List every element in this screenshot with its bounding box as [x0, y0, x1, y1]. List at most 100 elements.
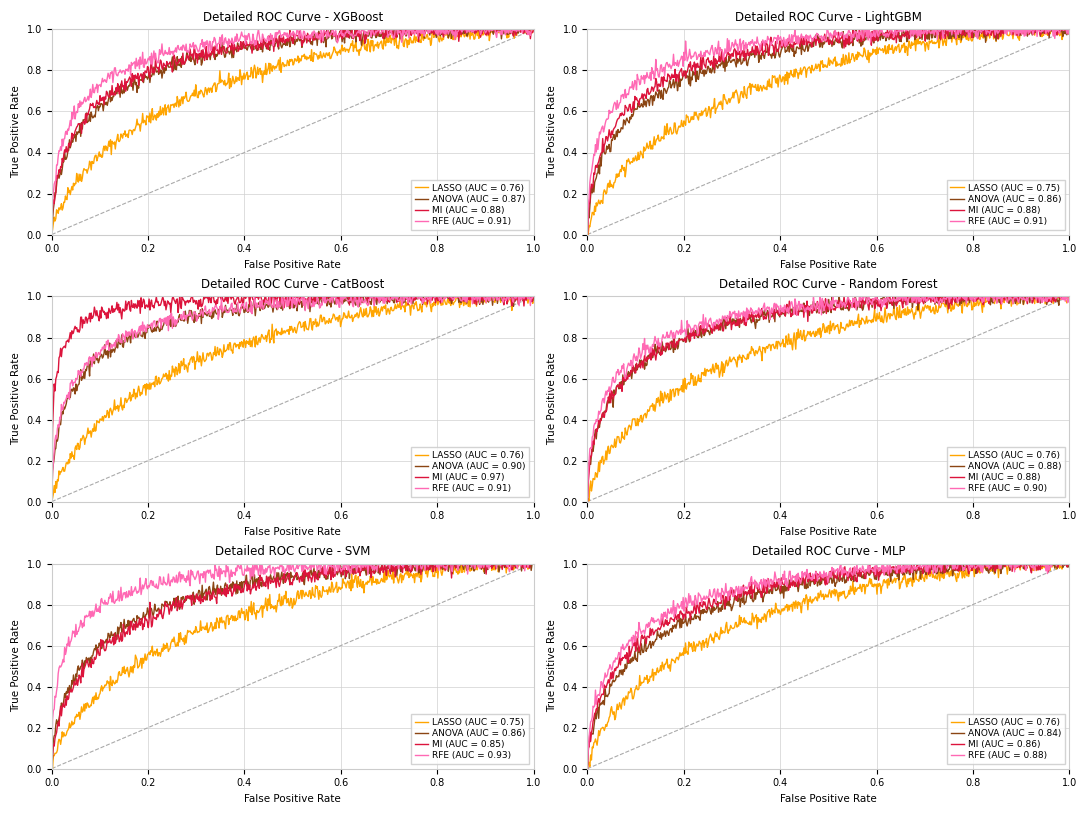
- RFE (AUC = 0.88): [877, 558, 890, 568]
- Line: MI (AUC = 0.88): MI (AUC = 0.88): [52, 29, 533, 235]
- MI (AUC = 0.85): [131, 619, 144, 629]
- ANOVA (AUC = 0.84): [944, 563, 957, 573]
- RFE (AUC = 0.91): [46, 496, 59, 506]
- ANOVA (AUC = 0.86): [944, 33, 957, 43]
- MI (AUC = 0.85): [263, 573, 276, 583]
- MI (AUC = 0.88): [799, 301, 812, 311]
- LASSO (AUC = 0.76): [865, 575, 878, 584]
- ANOVA (AUC = 0.86): [409, 566, 422, 575]
- Line: ANOVA (AUC = 0.86): ANOVA (AUC = 0.86): [52, 563, 533, 769]
- Y-axis label: True Positive Rate: True Positive Rate: [547, 619, 557, 712]
- RFE (AUC = 0.91): [527, 24, 540, 34]
- LASSO (AUC = 0.75): [408, 578, 421, 588]
- Line: MI (AUC = 0.88): MI (AUC = 0.88): [588, 29, 1070, 235]
- ANOVA (AUC = 0.84): [865, 566, 878, 576]
- LASSO (AUC = 0.76): [943, 566, 956, 576]
- Y-axis label: True Positive Rate: True Positive Rate: [11, 353, 21, 446]
- MI (AUC = 0.86): [1063, 558, 1076, 568]
- MI (AUC = 0.88): [169, 57, 182, 67]
- RFE (AUC = 0.90): [826, 292, 839, 302]
- ANOVA (AUC = 0.87): [409, 28, 422, 37]
- ANOVA (AUC = 0.87): [46, 230, 59, 240]
- MI (AUC = 0.85): [46, 764, 59, 773]
- RFE (AUC = 0.91): [330, 35, 343, 45]
- Title: Detailed ROC Curve - CatBoost: Detailed ROC Curve - CatBoost: [201, 278, 384, 291]
- Line: MI (AUC = 0.85): MI (AUC = 0.85): [52, 563, 533, 769]
- LASSO (AUC = 0.75): [46, 764, 59, 773]
- LASSO (AUC = 0.76): [330, 48, 343, 58]
- LASSO (AUC = 0.75): [1063, 24, 1076, 34]
- RFE (AUC = 0.91): [368, 301, 381, 311]
- ANOVA (AUC = 0.88): [666, 341, 679, 350]
- MI (AUC = 0.85): [527, 558, 540, 568]
- ANOVA (AUC = 0.88): [903, 297, 916, 307]
- ANOVA (AUC = 0.86): [131, 610, 144, 620]
- Title: Detailed ROC Curve - MLP: Detailed ROC Curve - MLP: [752, 545, 905, 558]
- ANOVA (AUC = 0.90): [131, 329, 144, 339]
- ANOVA (AUC = 0.88): [944, 293, 957, 302]
- LASSO (AUC = 0.76): [527, 24, 540, 34]
- LASSO (AUC = 0.75): [666, 129, 679, 139]
- LASSO (AUC = 0.75): [131, 655, 144, 665]
- MI (AUC = 0.88): [46, 230, 59, 240]
- LASSO (AUC = 0.76): [581, 764, 594, 773]
- Legend: LASSO (AUC = 0.76), ANOVA (AUC = 0.84), MI (AUC = 0.86), RFE (AUC = 0.88): LASSO (AUC = 0.76), ANOVA (AUC = 0.84), …: [947, 714, 1065, 764]
- X-axis label: False Positive Rate: False Positive Rate: [245, 260, 341, 270]
- LASSO (AUC = 0.76): [263, 338, 276, 348]
- MI (AUC = 0.85): [330, 567, 343, 577]
- RFE (AUC = 0.88): [1063, 558, 1076, 568]
- Line: ANOVA (AUC = 0.86): ANOVA (AUC = 0.86): [588, 29, 1070, 235]
- MI (AUC = 0.97): [409, 295, 422, 305]
- ANOVA (AUC = 0.84): [799, 575, 812, 584]
- MI (AUC = 0.88): [527, 24, 540, 34]
- LASSO (AUC = 0.75): [705, 105, 718, 115]
- RFE (AUC = 0.88): [581, 764, 594, 773]
- RFE (AUC = 0.91): [527, 292, 540, 302]
- Legend: LASSO (AUC = 0.75), ANOVA (AUC = 0.86), MI (AUC = 0.88), RFE (AUC = 0.91): LASSO (AUC = 0.75), ANOVA (AUC = 0.86), …: [947, 180, 1065, 230]
- LASSO (AUC = 0.76): [799, 336, 812, 346]
- X-axis label: False Positive Rate: False Positive Rate: [245, 794, 341, 804]
- LASSO (AUC = 0.76): [666, 385, 679, 394]
- RFE (AUC = 0.93): [46, 764, 59, 773]
- LASSO (AUC = 0.76): [263, 68, 276, 78]
- MI (AUC = 0.86): [581, 764, 594, 773]
- RFE (AUC = 0.91): [368, 31, 381, 41]
- MI (AUC = 0.88): [944, 24, 957, 34]
- MI (AUC = 0.88): [263, 40, 276, 50]
- LASSO (AUC = 0.75): [263, 589, 276, 599]
- RFE (AUC = 0.91): [903, 24, 916, 34]
- LASSO (AUC = 0.75): [429, 558, 442, 568]
- LASSO (AUC = 0.76): [449, 292, 462, 302]
- RFE (AUC = 0.91): [944, 24, 957, 34]
- ANOVA (AUC = 0.90): [368, 299, 381, 309]
- ANOVA (AUC = 0.86): [666, 79, 679, 89]
- LASSO (AUC = 0.76): [903, 305, 916, 315]
- MI (AUC = 0.88): [944, 293, 957, 302]
- Line: ANOVA (AUC = 0.88): ANOVA (AUC = 0.88): [588, 297, 1070, 501]
- ANOVA (AUC = 0.87): [330, 37, 343, 46]
- ANOVA (AUC = 0.88): [1063, 292, 1076, 302]
- ANOVA (AUC = 0.84): [705, 610, 718, 619]
- RFE (AUC = 0.93): [169, 577, 182, 587]
- Line: RFE (AUC = 0.93): RFE (AUC = 0.93): [52, 563, 533, 769]
- Title: Detailed ROC Curve - XGBoost: Detailed ROC Curve - XGBoost: [202, 11, 383, 24]
- X-axis label: False Positive Rate: False Positive Rate: [780, 526, 877, 537]
- RFE (AUC = 0.91): [1063, 24, 1076, 34]
- ANOVA (AUC = 0.87): [527, 24, 540, 34]
- RFE (AUC = 0.91): [789, 24, 802, 34]
- RFE (AUC = 0.91): [866, 32, 879, 42]
- Line: ANOVA (AUC = 0.84): ANOVA (AUC = 0.84): [588, 563, 1070, 769]
- LASSO (AUC = 0.75): [330, 582, 343, 592]
- MI (AUC = 0.86): [863, 558, 876, 568]
- ANOVA (AUC = 0.84): [666, 620, 679, 630]
- MI (AUC = 0.88): [866, 294, 879, 304]
- LASSO (AUC = 0.76): [46, 230, 59, 240]
- Title: Detailed ROC Curve - LightGBM: Detailed ROC Curve - LightGBM: [734, 11, 922, 24]
- Legend: LASSO (AUC = 0.76), ANOVA (AUC = 0.90), MI (AUC = 0.97), RFE (AUC = 0.91): LASSO (AUC = 0.76), ANOVA (AUC = 0.90), …: [411, 447, 529, 497]
- RFE (AUC = 0.90): [705, 318, 718, 328]
- MI (AUC = 0.86): [799, 575, 812, 585]
- MI (AUC = 0.88): [334, 24, 347, 34]
- MI (AUC = 0.97): [46, 496, 59, 506]
- MI (AUC = 0.86): [866, 563, 879, 573]
- LASSO (AUC = 0.76): [903, 574, 916, 584]
